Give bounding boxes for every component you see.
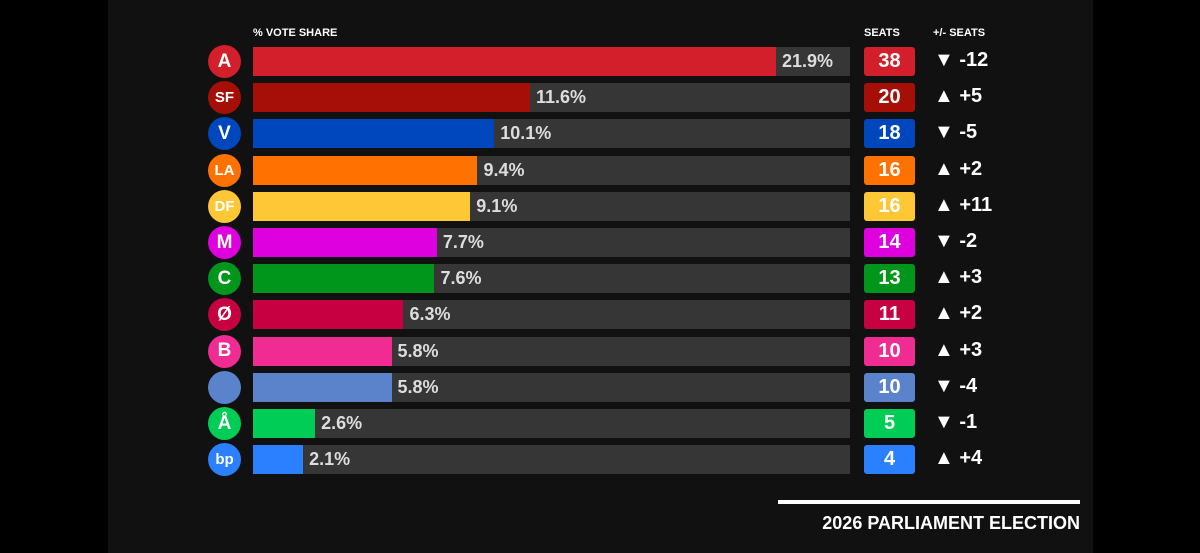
seat-change: ▲ +11: [934, 193, 993, 216]
vote-share-label: 7.6%: [440, 268, 482, 289]
party-logo-icon: bp: [208, 443, 241, 477]
vote-share-label: 7.7%: [442, 232, 484, 252]
vote-share-label: 6.3%: [409, 304, 451, 325]
seats-badge: 5: [864, 409, 915, 438]
bar-track: 21.9%: [253, 47, 850, 76]
party-logo-icon: DF: [208, 189, 241, 223]
seats-badge: 14: [864, 228, 915, 257]
chart-title: 2026 PARLIAMENT ELECTION: [822, 513, 1080, 533]
vote-share-bar: [253, 445, 304, 475]
bar-track: 5.8%: [253, 336, 850, 366]
vote-share-bar: [253, 264, 435, 294]
seat-change: ▲ +5: [934, 85, 983, 108]
party-logo-icon: Å: [208, 407, 241, 440]
party-row: bp 2.1% 4 ▲ +4: [0, 443, 1200, 477]
party-logo-icon: [208, 370, 241, 404]
vote-share-header: % VOTE SHARE: [253, 27, 338, 39]
seats-badge: 20: [864, 83, 915, 113]
vote-share-bar: [253, 372, 392, 402]
party-row: 5.8% 10 ▼ -4: [0, 370, 1200, 404]
party-logo-icon: A: [208, 45, 241, 78]
bar-track: 11.6%: [253, 83, 850, 113]
seat-change: ▼ -4: [934, 374, 978, 397]
party-row: M 7.7% 14 ▼ -2: [0, 226, 1200, 259]
seat-change-header: +/- SEATS: [933, 27, 986, 39]
bar-track: 6.3%: [253, 300, 850, 330]
party-row: V 10.1% 18 ▼ -5: [0, 117, 1200, 151]
vote-share-bar: [253, 228, 437, 257]
party-row: Å 2.6% 5 ▼ -1: [0, 407, 1200, 440]
party-row: LA 9.4% 16 ▲ +2: [0, 153, 1200, 187]
party-logo-icon: SF: [208, 81, 241, 115]
seats-header: SEATS: [864, 27, 900, 39]
bar-track: 2.6%: [253, 409, 850, 438]
party-logo-icon: C: [208, 262, 241, 296]
seat-change: ▼ -1: [934, 411, 978, 433]
footer-rule: [778, 500, 1080, 504]
bar-track: 7.7%: [253, 228, 850, 257]
bar-track: 5.8%: [253, 372, 850, 402]
bar-track: 7.6%: [253, 264, 850, 294]
party-logo-icon: V: [208, 117, 241, 151]
vote-share-label: 9.1%: [476, 195, 518, 216]
seat-change: ▼ -12: [934, 49, 989, 71]
seat-change: ▲ +2: [934, 302, 983, 325]
bar-track: 10.1%: [253, 119, 850, 149]
vote-share-label: 5.8%: [397, 376, 439, 397]
seat-change: ▲ +3: [934, 266, 983, 289]
bar-track: 9.4%: [253, 155, 850, 185]
vote-share-bar: [253, 83, 530, 113]
seats-badge: 11: [864, 300, 915, 330]
seats-badge: 16: [864, 191, 915, 221]
party-logo-icon: M: [208, 226, 241, 259]
party-row: SF 11.6% 20 ▲ +5: [0, 81, 1200, 115]
vote-share-label: 2.6%: [321, 413, 363, 433]
party-row: A 21.9% 38 ▼ -12: [0, 45, 1200, 78]
seat-change: ▼ -5: [934, 121, 978, 144]
party-row: Ø 6.3% 11 ▲ +2: [0, 298, 1200, 332]
vote-share-bar: [253, 47, 776, 76]
vote-share-bar: [253, 119, 495, 149]
vote-share-bar: [253, 409, 316, 438]
vote-share-label: 21.9%: [781, 51, 834, 71]
vote-share-bar: [253, 155, 478, 185]
vote-share-label: 2.1%: [309, 449, 351, 470]
seat-change: ▼ -2: [934, 230, 978, 252]
seats-badge: 13: [864, 264, 915, 294]
bar-track: 2.1%: [253, 445, 850, 475]
party-row: DF 9.1% 16 ▲ +11: [0, 189, 1200, 223]
seat-change: ▲ +4: [934, 447, 983, 470]
seat-change: ▲ +2: [934, 157, 983, 180]
vote-share-label: 10.1%: [500, 123, 552, 144]
vote-share-label: 5.8%: [397, 340, 439, 361]
party-logo-icon: Ø: [208, 298, 241, 332]
seat-change: ▲ +3: [934, 338, 983, 361]
party-row: B 5.8% 10 ▲ +3: [0, 334, 1200, 368]
party-row: C 7.6% 13 ▲ +3: [0, 262, 1200, 296]
vote-share-bar: [253, 300, 404, 330]
seats-badge: 4: [864, 445, 915, 475]
seats-badge: 10: [864, 336, 915, 366]
vote-share-label: 11.6%: [536, 87, 587, 108]
party-logo-icon: LA: [208, 153, 241, 187]
seats-badge: 18: [864, 119, 915, 149]
seats-badge: 16: [864, 155, 915, 185]
seats-badge: 38: [864, 47, 915, 76]
vote-share-bar: [253, 191, 471, 221]
seats-badge: 10: [864, 372, 915, 402]
vote-share-bar: [253, 336, 392, 366]
party-logo-icon: B: [208, 334, 241, 368]
vote-share-label: 9.4%: [483, 159, 525, 180]
bar-track: 9.1%: [253, 191, 850, 221]
